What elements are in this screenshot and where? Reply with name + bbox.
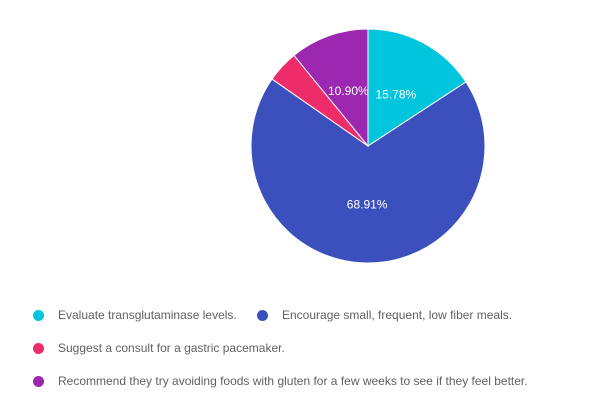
legend-item-avoid-gluten[interactable]: Recommend they try avoiding foods with g… (33, 374, 528, 388)
slice-value-label: 15.78% (375, 88, 416, 102)
pie-slice-1[interactable] (250, 78, 486, 264)
pie-chart: 15.78% 68.91% 10.90% (250, 28, 486, 264)
legend-dot-icon (33, 342, 44, 354)
legend-dot-icon (33, 309, 44, 321)
legend-item-gastric-pacemaker[interactable]: Suggest a consult for a gastric pacemake… (33, 341, 285, 355)
slice-value-label: 68.91% (347, 197, 388, 211)
legend-item-transglutaminase[interactable]: Evaluate transglutaminase levels. (33, 308, 237, 322)
pie-slice-3[interactable] (293, 28, 369, 148)
legend-dot-icon (257, 309, 268, 321)
pie-slice-0[interactable] (367, 28, 467, 147)
legend-label: Encourage small, frequent, low fiber mea… (282, 308, 513, 322)
legend-label: Evaluate transglutaminase levels. (58, 308, 237, 322)
legend-label: Recommend they try avoiding foods with g… (58, 374, 528, 388)
legend-item-small-meals[interactable]: Encourage small, frequent, low fiber mea… (257, 308, 512, 322)
slice-value-label: 10.90% (328, 84, 369, 98)
legend-dot-icon (33, 375, 44, 387)
legend-label: Suggest a consult for a gastric pacemake… (58, 341, 285, 355)
